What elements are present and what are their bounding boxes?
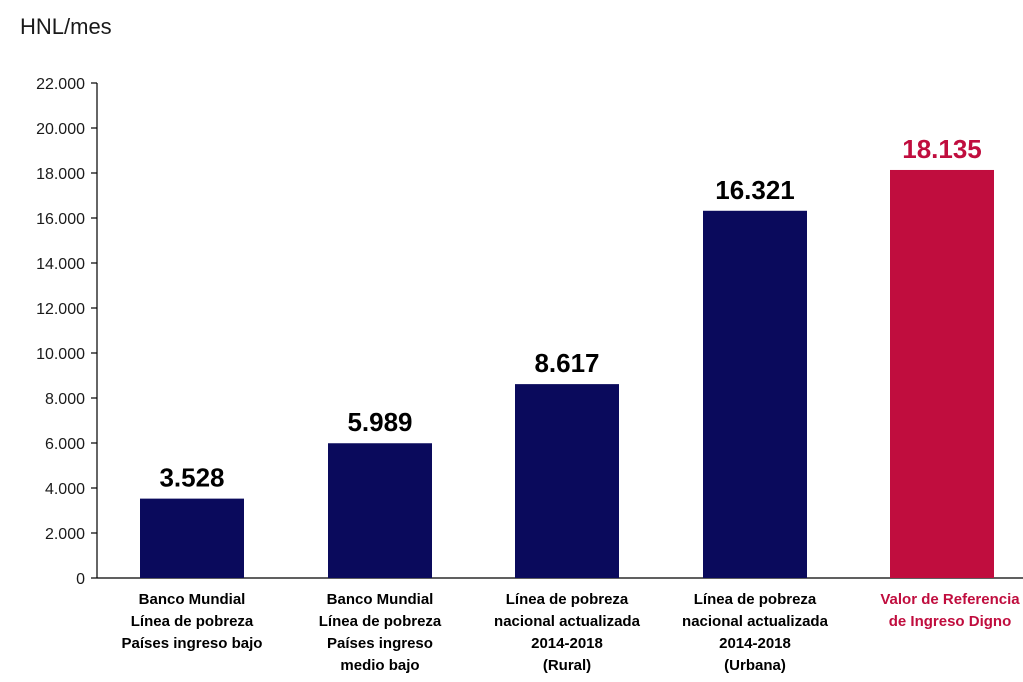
bar-value-label: 3.528 xyxy=(159,463,224,493)
x-tick-label: 2014-2018 xyxy=(719,635,791,652)
bar-value-label: 8.617 xyxy=(534,348,599,378)
bar xyxy=(140,498,244,578)
y-tick-label: 18.000 xyxy=(36,166,85,183)
x-tick-label: Banco Mundial xyxy=(327,591,434,608)
y-tick-label: 0 xyxy=(76,571,85,588)
bar xyxy=(328,443,432,578)
y-tick-label: 4.000 xyxy=(45,481,85,498)
bar xyxy=(890,169,994,578)
y-tick-label: 8.000 xyxy=(45,391,85,408)
bar xyxy=(515,384,619,578)
y-tick-label: 6.000 xyxy=(45,436,85,453)
y-tick-label: 16.000 xyxy=(36,211,85,228)
bar-value-label: 18.135 xyxy=(902,134,982,164)
x-tick-label: Línea de pobreza xyxy=(319,613,442,630)
x-tick-label: 2014-2018 xyxy=(531,635,603,652)
x-tick-label: Valor de Referencia xyxy=(880,591,1020,608)
x-tick-label: Países ingreso bajo xyxy=(122,635,263,652)
x-tick-label: Banco Mundial xyxy=(139,591,246,608)
y-tick-label: 20.000 xyxy=(36,121,85,138)
y-tick-label: 2.000 xyxy=(45,526,85,543)
x-tick-label: Línea de pobreza xyxy=(506,591,629,608)
x-tick-label: Países ingreso xyxy=(327,635,433,652)
x-tick-label: Línea de pobreza xyxy=(694,591,817,608)
bar xyxy=(703,210,807,578)
x-tick-label: (Rural) xyxy=(543,657,591,674)
x-tick-label: (Urbana) xyxy=(724,657,786,674)
y-axis-unit-label: HNL/mes xyxy=(20,14,112,39)
x-tick-label: medio bajo xyxy=(340,657,419,674)
x-tick-label: de Ingreso Digno xyxy=(889,613,1012,630)
x-tick-label: nacional actualizada xyxy=(494,613,641,630)
y-tick-label: 12.000 xyxy=(36,301,85,318)
y-tick-label: 10.000 xyxy=(36,346,85,363)
y-tick-label: 22.000 xyxy=(36,76,85,93)
x-tick-label: nacional actualizada xyxy=(682,613,829,630)
bar-value-label: 16.321 xyxy=(715,175,795,205)
bar-value-label: 5.989 xyxy=(347,407,412,437)
y-tick-label: 14.000 xyxy=(36,256,85,273)
x-tick-label: Línea de pobreza xyxy=(131,613,254,630)
